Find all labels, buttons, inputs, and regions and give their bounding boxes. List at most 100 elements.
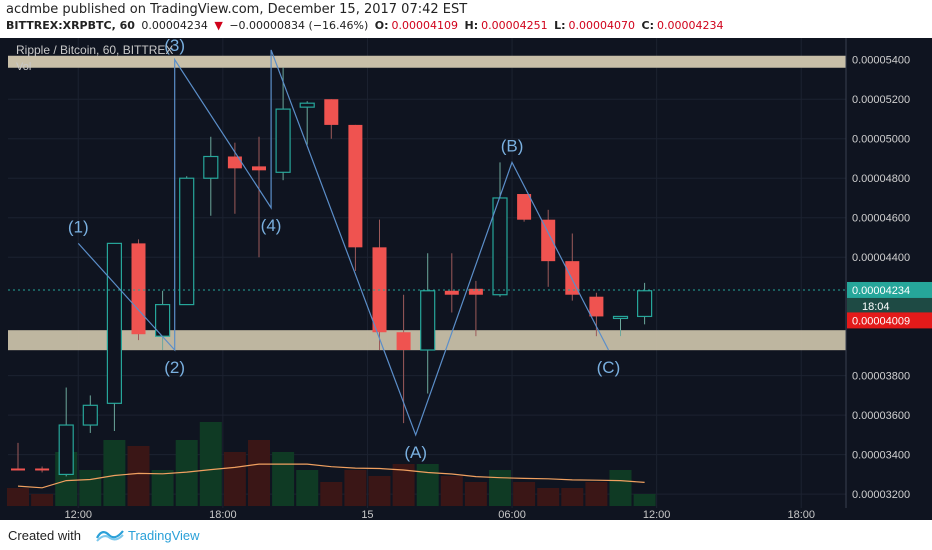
candle-body-up xyxy=(636,290,653,318)
footer: Created with TradingView xyxy=(0,520,932,550)
candle-body-down xyxy=(468,288,483,295)
candle-body-down xyxy=(11,468,25,471)
volume-bar xyxy=(464,482,487,506)
candle-body-down xyxy=(131,243,146,335)
volume-ma-line xyxy=(17,463,645,489)
price-chart[interactable]: (1) (2) (3) (4) (A) (B) (C) 0.00005400 0.000052… xyxy=(0,36,932,521)
volume-bar xyxy=(151,470,174,506)
open-label: O: xyxy=(374,19,389,32)
candle-body-down xyxy=(444,290,459,295)
candle-body-down xyxy=(517,194,532,220)
volume-bar xyxy=(513,482,536,506)
time-tick-label: 12:00 xyxy=(64,509,92,520)
volume-bar xyxy=(175,440,198,506)
volume-bar xyxy=(633,494,656,506)
volume-bar xyxy=(585,482,608,506)
volume-bar xyxy=(296,470,319,506)
tradingview-brand[interactable]: TradingView xyxy=(128,528,200,543)
time-tick-label: 18:00 xyxy=(209,509,237,520)
alert-price-tag: 0.00004009 xyxy=(852,315,910,327)
volume-bar xyxy=(416,464,439,506)
wave-label: (2) xyxy=(164,358,185,377)
time-tick-label: 06:00 xyxy=(498,509,526,520)
legend-vol: Vol xyxy=(16,61,31,73)
time-tick-label: 18:00 xyxy=(787,509,815,520)
volume-bar xyxy=(127,446,150,506)
candle-body-down xyxy=(324,99,339,125)
volume-bar xyxy=(537,488,560,506)
symbol-label[interactable]: BITTREX:XRPBTC, 60 xyxy=(6,19,135,32)
candle-body-down xyxy=(541,219,556,262)
volume-bar xyxy=(320,482,343,506)
legend-title: Ripple / Bitcoin, 60, BITTREX xyxy=(16,43,173,57)
volume-bar xyxy=(79,470,102,506)
wave-label: (4) xyxy=(261,216,282,235)
candle-body-up xyxy=(299,102,315,108)
candle-body-up xyxy=(420,290,436,351)
open-value: 0.00004109 xyxy=(391,19,459,32)
time-axis[interactable] xyxy=(0,508,932,520)
volume-bar xyxy=(199,422,222,506)
price-tick-label: 0.00003600 xyxy=(852,410,910,422)
volume-bar xyxy=(440,476,463,506)
time-tick-label: 12:00 xyxy=(643,509,671,520)
chart-header: acdmbe published on TradingView.com, Dec… xyxy=(0,0,932,38)
volume-bar xyxy=(344,470,367,506)
countdown-tag-bg xyxy=(847,297,932,313)
price-axis-labels: 0.00005400 0.00005200 0.00005000 0.00004800… xyxy=(852,55,910,501)
low-label: L: xyxy=(554,19,566,32)
price-axis[interactable] xyxy=(846,38,932,520)
volume-bar xyxy=(272,452,295,506)
candle-body-down xyxy=(227,156,242,169)
last-price-tag: 0.00004234 xyxy=(852,285,910,297)
chart-background xyxy=(0,38,932,520)
change-arrow: ▼ xyxy=(214,19,223,32)
candle-body-up xyxy=(58,424,74,476)
candle-body-up xyxy=(82,404,98,426)
low-value: 0.00004070 xyxy=(568,19,636,32)
volume-bar xyxy=(561,488,584,506)
volume-bar xyxy=(392,464,415,506)
candle-body-down xyxy=(35,468,50,471)
high-value: 0.00004251 xyxy=(481,19,548,32)
volume-bar xyxy=(609,470,632,506)
volume-bar xyxy=(368,476,391,506)
symbol-line: BITTREX:XRPBTC, 60 0.00004234 ▼ −0.00000… xyxy=(6,19,727,32)
candle-body-up xyxy=(492,197,508,296)
candle-body-down xyxy=(252,166,266,171)
chart-area[interactable]: (1) (2) (3) (4) (A) (B) (C) 0.00005400 0.000052… xyxy=(0,36,932,521)
volume-bar xyxy=(223,452,246,506)
candle-body-up xyxy=(275,108,291,173)
wave-label: (B) xyxy=(501,136,524,155)
price-tick-label: 0.00003200 xyxy=(852,489,910,501)
price-tick-label: 0.00004600 xyxy=(852,213,910,225)
candle-body-up xyxy=(106,242,123,404)
price-tick-label: 0.00003400 xyxy=(852,450,910,462)
wave-label: (A) xyxy=(404,443,427,462)
tradingview-logo-icon[interactable] xyxy=(96,526,124,542)
elliott-wave-line xyxy=(77,49,610,437)
price-tick-label: 0.00003800 xyxy=(852,371,910,383)
candle-body-up xyxy=(179,177,195,306)
last-price-tag-bg xyxy=(847,281,932,298)
close-value: 0.00004234 xyxy=(657,19,724,32)
wave-labels: (1) (2) (3) (4) (A) (B) (C) xyxy=(68,36,620,462)
alert-price-tag-bg xyxy=(847,312,932,329)
price-tags: 0.00004234 18:04 0.00004009 xyxy=(847,281,932,329)
price-tick-label: 0.00005200 xyxy=(852,94,910,106)
volume-bar xyxy=(31,494,54,506)
candle-body-down xyxy=(348,124,363,248)
candle-body-up xyxy=(612,315,629,320)
candle-body-down xyxy=(589,296,604,317)
price-tick-label: 0.00004400 xyxy=(852,252,910,264)
wave-label: (1) xyxy=(68,217,89,236)
wave-label: (3) xyxy=(164,38,185,55)
volume-bar xyxy=(7,488,29,506)
volume-bar xyxy=(103,440,126,506)
volume-bar xyxy=(489,470,511,506)
countdown-tag: 18:04 xyxy=(862,301,890,313)
publisher-line: acdmbe published on TradingView.com, Dec… xyxy=(6,2,468,17)
candlesticks xyxy=(11,67,653,477)
resistance-zone xyxy=(8,55,846,68)
change-value: −0.00000834 (−16.46%) xyxy=(229,19,369,32)
